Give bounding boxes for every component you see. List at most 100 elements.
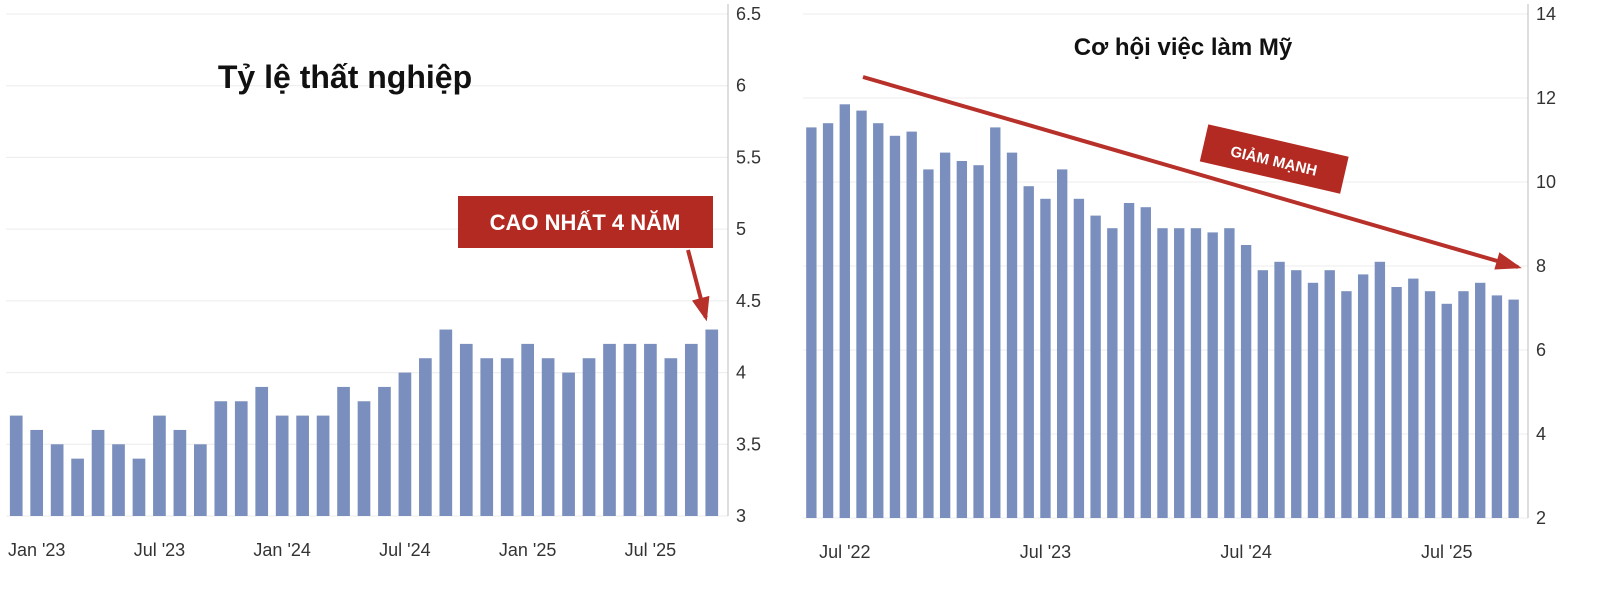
callout-sharp-decline: GIẢM MẠNH bbox=[1199, 124, 1349, 194]
bar bbox=[439, 329, 453, 516]
bar bbox=[1475, 282, 1486, 518]
bar bbox=[856, 110, 867, 518]
bar bbox=[1123, 203, 1135, 518]
unemployment-chart: 3 3.5 4 4.5 5 5.5 6 6.5 Jan '23 Jul '23 Jan '24 Ju… bbox=[6, 4, 761, 560]
callout-box bbox=[1199, 124, 1349, 194]
arrow-head bbox=[691, 295, 710, 322]
bar bbox=[1458, 291, 1469, 518]
job-openings-chart-panel: 2 4 6 8 10 12 14 Jul '22 Jul '23 Jul '24 Jul '25 … bbox=[803, 0, 1600, 589]
bar bbox=[1006, 152, 1018, 518]
bar bbox=[889, 135, 901, 519]
bar bbox=[541, 358, 555, 516]
bar bbox=[500, 358, 514, 516]
x-axis: Jan '23 Jul '23 Jan '24 Jul '24 Jan '25 Jul '… bbox=[8, 540, 676, 560]
x-tick-label: Jan '23 bbox=[8, 540, 65, 560]
bar bbox=[296, 415, 309, 516]
bar bbox=[1324, 270, 1335, 518]
y-tick-label: 10 bbox=[1536, 172, 1556, 192]
bar bbox=[1174, 228, 1185, 518]
bar bbox=[91, 429, 105, 516]
bar bbox=[153, 415, 166, 516]
bar bbox=[337, 386, 350, 516]
callout-arrow bbox=[686, 249, 710, 322]
bar bbox=[50, 444, 64, 516]
x-tick-label: Jul '25 bbox=[625, 540, 676, 560]
bar bbox=[71, 458, 84, 516]
bar bbox=[132, 458, 146, 516]
panel-divider bbox=[793, 0, 803, 589]
bar bbox=[419, 358, 432, 516]
arrow-head bbox=[1494, 252, 1522, 270]
bar bbox=[316, 415, 330, 516]
y-tick-label: 3 bbox=[736, 506, 746, 526]
bar bbox=[1207, 232, 1218, 518]
bar bbox=[603, 343, 616, 516]
bar bbox=[1307, 282, 1319, 518]
bar bbox=[1257, 270, 1269, 518]
unemployment-chart-panel: 3 3.5 4 4.5 5 5.5 6 6.5 Jan '23 Jul '23 Jan '24 Ju… bbox=[0, 0, 793, 589]
bar bbox=[1441, 303, 1452, 518]
bar bbox=[562, 372, 575, 516]
callout-text: CAO NHẤT 4 NĂM bbox=[490, 210, 681, 235]
bar bbox=[806, 127, 817, 519]
x-tick-label: Jul '24 bbox=[1220, 542, 1271, 562]
trend-arrow bbox=[862, 75, 1522, 270]
bar bbox=[1341, 291, 1352, 518]
x-tick-label: Jan '25 bbox=[499, 540, 556, 560]
x-tick-label: Jul '25 bbox=[1421, 542, 1472, 562]
y-tick-label: 4 bbox=[736, 363, 746, 383]
bar bbox=[480, 358, 494, 516]
bar bbox=[234, 401, 248, 516]
bar bbox=[990, 127, 1001, 519]
bar bbox=[664, 358, 678, 516]
bar bbox=[378, 386, 391, 516]
bar bbox=[1391, 287, 1402, 518]
bar bbox=[459, 343, 473, 516]
bar bbox=[623, 343, 637, 516]
bar bbox=[30, 429, 44, 516]
bar bbox=[255, 386, 269, 516]
bar bbox=[1357, 274, 1369, 518]
bar bbox=[1291, 270, 1302, 518]
bar bbox=[194, 444, 207, 516]
y-tick-label: 8 bbox=[1536, 256, 1546, 276]
bar bbox=[582, 358, 596, 516]
bar bbox=[822, 123, 834, 518]
bar bbox=[1274, 261, 1285, 518]
bar bbox=[214, 401, 228, 516]
bar bbox=[112, 444, 125, 516]
bar bbox=[1023, 186, 1034, 518]
bar bbox=[1508, 299, 1519, 518]
bar bbox=[173, 429, 187, 516]
bar-series bbox=[806, 104, 1519, 519]
bar bbox=[1073, 198, 1085, 519]
bar bbox=[1240, 245, 1252, 518]
y-tick-label: 12 bbox=[1536, 88, 1556, 108]
y-tick-label: 14 bbox=[1536, 4, 1556, 24]
bar bbox=[1040, 198, 1051, 519]
bar bbox=[1424, 291, 1436, 518]
y-tick-label: 3.5 bbox=[736, 434, 761, 454]
bar bbox=[923, 169, 934, 518]
x-tick-label: Jul '22 bbox=[819, 542, 870, 562]
bar-series bbox=[9, 329, 719, 516]
bar bbox=[1374, 261, 1386, 518]
bar bbox=[357, 401, 371, 516]
bar bbox=[398, 372, 412, 516]
bar bbox=[873, 123, 884, 518]
callout-box bbox=[458, 196, 713, 248]
bar bbox=[1190, 228, 1202, 518]
bar bbox=[1408, 278, 1419, 518]
x-tick-label: Jul '24 bbox=[379, 540, 430, 560]
y-axis: 2 4 6 8 10 12 14 bbox=[1527, 4, 1556, 528]
bar bbox=[906, 131, 917, 518]
y-tick-label: 5 bbox=[736, 219, 746, 239]
x-tick-label: Jan '24 bbox=[253, 540, 310, 560]
arrow-shaft bbox=[862, 75, 1519, 269]
y-tick-label: 5.5 bbox=[736, 147, 761, 167]
y-axis: 3 3.5 4 4.5 5 5.5 6 6.5 bbox=[727, 4, 761, 526]
bar bbox=[684, 343, 698, 516]
bar bbox=[956, 161, 968, 518]
bar bbox=[705, 329, 719, 516]
